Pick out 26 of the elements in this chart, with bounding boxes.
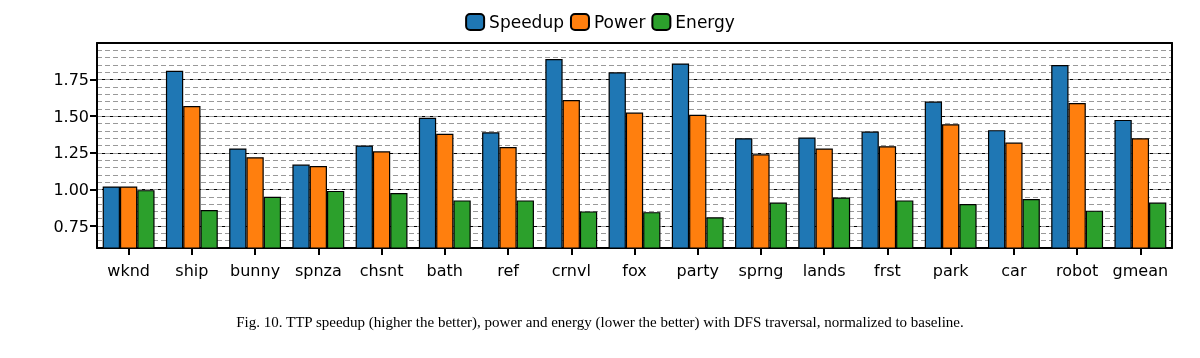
- x-tick-label: wknd: [107, 260, 150, 280]
- x-tick-label: bunny: [230, 260, 281, 280]
- caption: Fig. 10. TTP speedup (higher the better), power and energy (lower the better) with DFS traversal, normalized to baseline.: [235, 314, 965, 331]
- x-tick-label: fox: [622, 260, 647, 280]
- x-tick-label: frst: [874, 260, 901, 280]
- x-tick-label: sprng: [738, 260, 784, 280]
- y-tick-label: 1.25: [53, 143, 89, 163]
- x-tick-label: car: [1001, 260, 1027, 280]
- x-tick-label: bath: [426, 260, 463, 280]
- legend-label: Energy: [675, 12, 735, 32]
- y-tick-label: 1.75: [53, 70, 89, 90]
- legend-label: Speedup: [489, 12, 564, 32]
- x-tick-label: ship: [175, 260, 209, 280]
- x-tick-label: park: [932, 260, 970, 280]
- x-tick-label: spnza: [294, 260, 342, 280]
- x-tick-label: party: [676, 260, 719, 280]
- x-tick-label: lands: [802, 260, 846, 280]
- x-tick-label: crnvl: [551, 260, 591, 280]
- x-tick-label: gmean: [1112, 260, 1169, 280]
- y-tick-label: 1.00: [53, 179, 89, 199]
- x-tick-label: ref: [497, 260, 520, 280]
- x-tick-label: robot: [1056, 260, 1099, 280]
- y-tick-label: 1.50: [53, 106, 89, 126]
- legend-label: Power: [593, 12, 646, 32]
- y-tick-label: 0.75: [53, 216, 89, 236]
- x-tick-label: chsnt: [359, 260, 404, 280]
